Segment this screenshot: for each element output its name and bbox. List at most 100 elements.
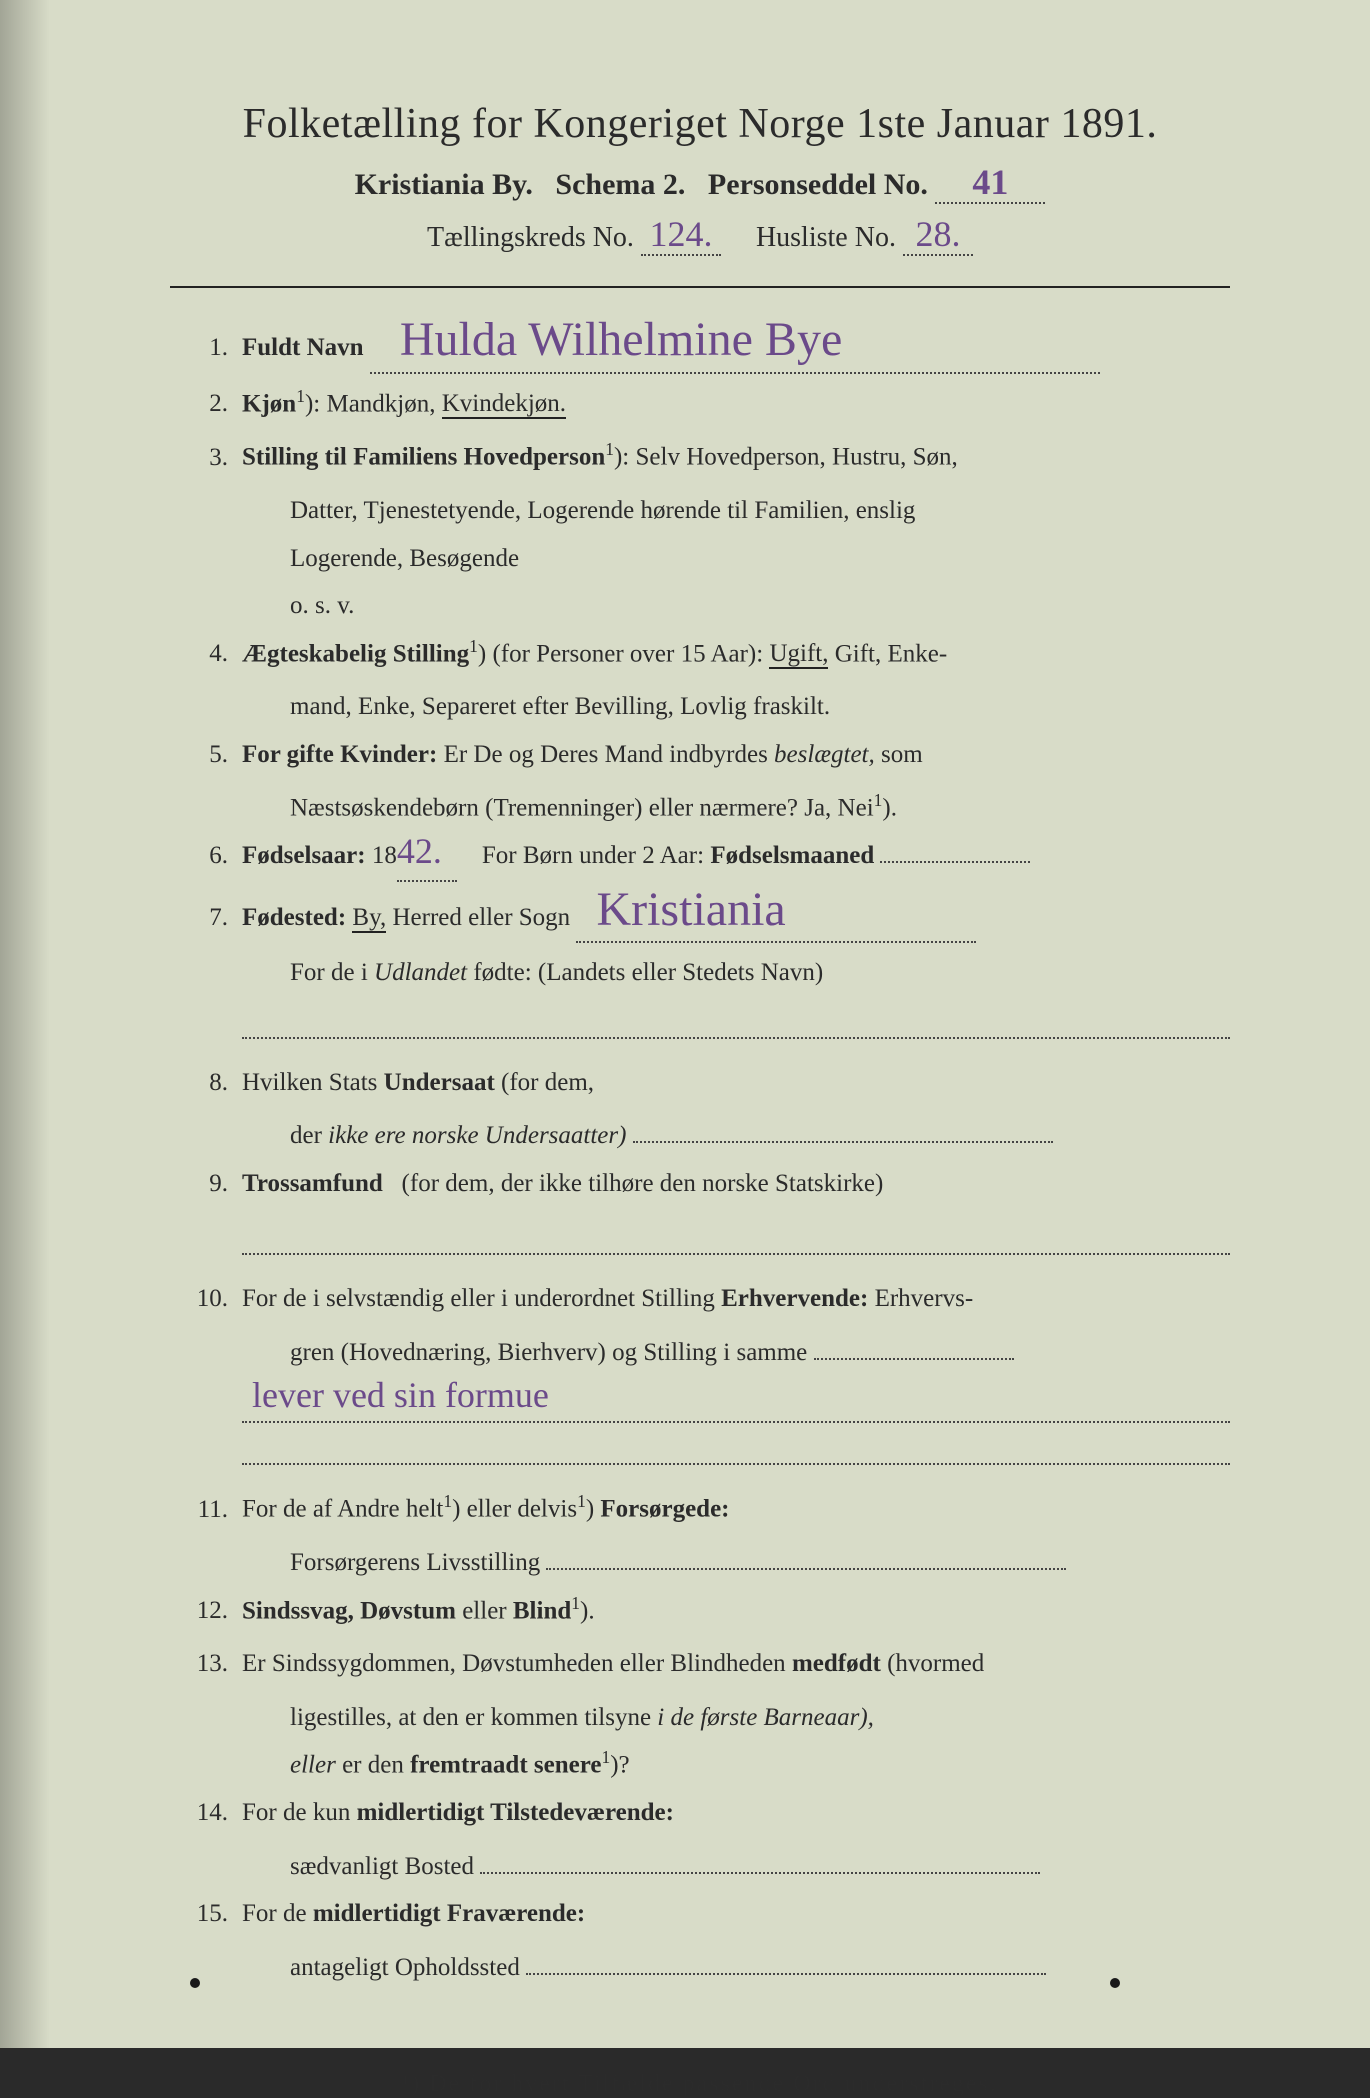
entry-6: 6. Fødselsaar: 1842. For Børn under 2 Aa… [170, 832, 1230, 882]
sup-5: 1 [874, 790, 883, 810]
num-2: 2. [170, 380, 242, 428]
kreds-label: Tællingskreds No. [427, 222, 634, 253]
herred: Herred eller Sogn [392, 904, 570, 931]
e13-eller: eller [290, 1752, 336, 1779]
city-label: Kristiania By. [355, 168, 533, 201]
e14-field [480, 1847, 1040, 1874]
form-title: Folketælling for Kongeriget Norge 1ste J… [170, 100, 1230, 148]
e14-b: midlertidigt Tilstedeværende: [357, 1799, 674, 1826]
entry-9: 9. Trossamfund (for dem, der ikke tilhør… [170, 1160, 1230, 1208]
content-13: Er Sindssygdommen, Døvstumheden eller Bl… [242, 1640, 1230, 1688]
divider-top [170, 286, 1230, 288]
e13-line3: eller er den fremtraadt senere1)? [170, 1741, 1230, 1789]
kvindekjon: Kvindekjøn. [442, 390, 566, 419]
year-field: 42. [397, 832, 457, 882]
form-subline: Tællingskreds No. 124. Husliste No. 28. [170, 218, 1230, 256]
e14-line2-wrap: sædvanligt Bosted [170, 1843, 1230, 1891]
e10-dots [814, 1333, 1014, 1360]
sup-11a: 1 [443, 1491, 452, 1511]
personseddel-value: 41 [972, 162, 1008, 202]
sup-11b: 1 [577, 1491, 586, 1511]
content-6: Fødselsaar: 1842. For Børn under 2 Aar: … [242, 832, 1230, 882]
e15-line2-wrap: antageligt Opholdssted [170, 1944, 1230, 1992]
entry-4: 4. Ægteskabelig Stilling1) (for Personer… [170, 630, 1230, 678]
born-label: For Børn under 2 Aar: [482, 842, 704, 869]
e4-line2: mand, Enke, Separeret efter Bevilling, L… [170, 683, 1230, 731]
num-7: 7. [170, 894, 242, 942]
label-9: Trossamfund [242, 1170, 383, 1197]
e3-line2: Datter, Tjenestetyende, Logerende hørend… [170, 487, 1230, 535]
e10-line2-wrap: gren (Hovednæring, Bierhverv) og Stillin… [170, 1329, 1230, 1377]
entry-8: 8. Hvilken Stats Undersaat (for dem, [170, 1059, 1230, 1107]
content-4: Ægteskabelig Stilling1) (for Personer ov… [242, 630, 1230, 678]
num-12: 12. [170, 1587, 242, 1635]
e15-b: midlertidigt Fraværende: [313, 1900, 585, 1927]
e3-line4: o. s. v. [170, 582, 1230, 630]
label-3: Stilling til Familiens Hovedperson [242, 444, 605, 471]
label-4: Ægteskabelig Stilling [242, 640, 469, 667]
e12-eller: eller [462, 1597, 506, 1624]
fremtraadt: fremtraadt senere [410, 1752, 601, 1779]
e8-line2: der ikke ere norske Undersaatter) [170, 1112, 1230, 1160]
personseddel-label: Personseddel No. [708, 168, 928, 201]
label-2: Kjøn [242, 390, 296, 417]
content-14: For de kun midlertidigt Tilstedeværende: [242, 1789, 1230, 1837]
e9-text: (for dem, der ikke tilhøre den norske St… [402, 1170, 884, 1197]
e8-field [633, 1116, 1053, 1143]
label-5: For gifte Kvinder: [242, 741, 437, 768]
entry-12: 12. Sindssvag, Døvstum eller Blind1). [170, 1587, 1230, 1635]
pin-hole-left [190, 1978, 200, 1988]
by-underlined: By, [352, 904, 386, 933]
e7-line2: For de i Udlandet fødte: (Landets eller … [170, 949, 1230, 997]
e5-som: som [881, 741, 923, 768]
num-3: 3. [170, 434, 242, 482]
barneaar: i de første Barneaar), [657, 1704, 874, 1731]
e10-l1-pre: For de i selvstændig eller i underordnet… [242, 1285, 715, 1312]
blind: Blind [513, 1597, 571, 1624]
entry-15: 15. For de midlertidigt Fraværende: [170, 1890, 1230, 1938]
num-4: 4. [170, 630, 242, 678]
num-15: 15. [170, 1890, 242, 1938]
footnote: ¹) De for hvert Tilfælde passende Ord un… [170, 2071, 1230, 2098]
maaned-label: Fødselsmaaned [710, 842, 874, 869]
e5-line2: Næstsøskendebørn (Tremenninger) eller næ… [290, 795, 874, 822]
beslaegtet: beslægtet, [774, 741, 875, 768]
entry-3: 3. Stilling til Familiens Hovedperson1):… [170, 433, 1230, 481]
sup-13: 1 [601, 1747, 610, 1767]
e4-pre: (for Personer over 15 Aar): [492, 640, 763, 667]
udlandet: Udlandet [374, 959, 467, 986]
name-value: Hulda Wilhelmine Bye [400, 313, 842, 366]
e11-line2: Forsørgerens Livsstilling [290, 1549, 540, 1576]
e8-l1-post: (for dem, [501, 1069, 594, 1096]
e7-l2-pre: For de i [290, 959, 368, 986]
sup-2: 1 [296, 386, 305, 406]
e15-field [526, 1948, 1046, 1975]
e4-rest1: Gift, Enke- [835, 640, 947, 667]
num-5: 5. [170, 731, 242, 779]
e10-value: lever ved sin formue [242, 1375, 549, 1415]
schema-label: Schema 2. [555, 168, 685, 201]
content-9: Trossamfund (for dem, der ikke tilhøre d… [242, 1160, 1230, 1208]
husliste-field: 28. [903, 218, 973, 256]
e11-eller: eller delvis [467, 1496, 577, 1523]
sup-3: 1 [605, 439, 614, 459]
maaned-field [880, 836, 1030, 863]
form-subtitle: Kristiania By. Schema 2. Personseddel No… [170, 166, 1230, 204]
e13-line2: ligestilles, at den er kommen tilsyne i … [170, 1694, 1230, 1742]
e11-line2-wrap: Forsørgerens Livsstilling [170, 1539, 1230, 1587]
e3-line1: Selv Hovedperson, Hustru, Søn, [636, 444, 958, 471]
entry-7: 7. Fødested: By, Herred eller Sogn Krist… [170, 888, 1230, 944]
e7-l2-post: fødte: (Landets eller Stedets Navn) [473, 959, 823, 986]
content-8: Hvilken Stats Undersaat (for dem, [242, 1059, 1230, 1107]
e13-line1: Er Sindssygdommen, Døvstumheden eller Bl… [242, 1650, 786, 1677]
e10-blank [242, 1423, 1230, 1465]
e13-l2-pre: ligestilles, at den er kommen tilsyne [290, 1704, 651, 1731]
kreds-field: 124. [641, 218, 721, 256]
entry-14: 14. For de kun midlertidigt Tilstedevære… [170, 1789, 1230, 1837]
e8-l2-pre: der [290, 1122, 322, 1149]
medfodt: medfødt [792, 1650, 881, 1677]
content-7: Fødested: By, Herred eller Sogn Kristian… [242, 888, 1230, 944]
label-1: Fuldt Navn [242, 334, 364, 361]
content-5: For gifte Kvinder: Er De og Deres Mand i… [242, 731, 1230, 779]
e13-post1: (hvormed [887, 1650, 984, 1677]
